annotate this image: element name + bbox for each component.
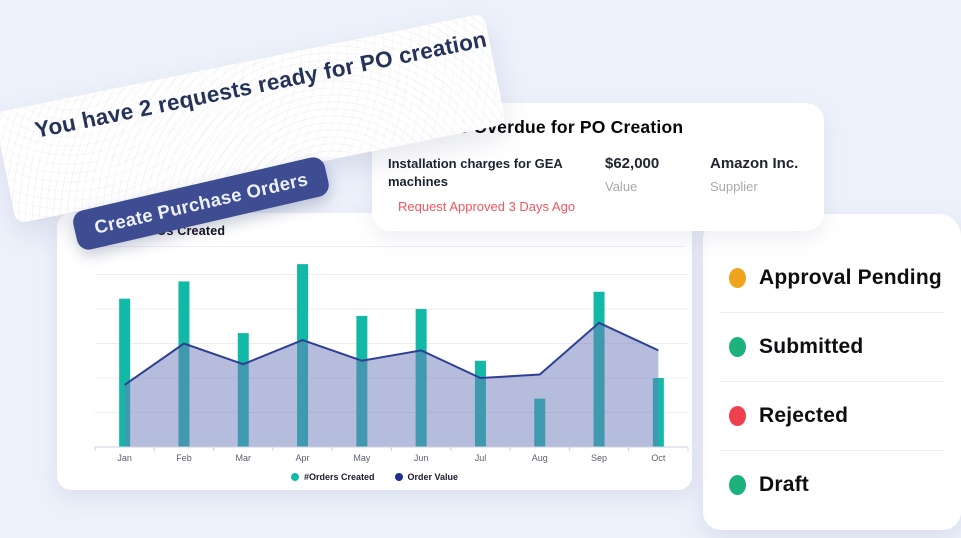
x-axis-label: Sep <box>591 453 607 463</box>
legend-dot-icon <box>290 473 299 481</box>
status-item-approval-pending[interactable]: Approval Pending <box>703 244 961 312</box>
status-list: Approval Pending Submitted Rejected Draft <box>703 244 961 519</box>
status-dot-icon <box>729 475 746 495</box>
legend-label: Order Value <box>407 472 459 482</box>
request-status-text: Request Approved 3 Days Ago <box>398 199 576 215</box>
status-item-submitted[interactable]: Submitted <box>703 313 961 381</box>
request-supplier-label: Supplier <box>710 179 758 194</box>
legend-dot-icon <box>394 473 403 481</box>
x-axis-label: Jun <box>414 453 429 463</box>
status-item-label: Rejected <box>759 404 849 427</box>
request-value-label: Value <box>605 179 638 194</box>
x-axis-label: Feb <box>176 453 192 463</box>
legend-item-orders-created[interactable]: #Orders Created <box>290 472 375 482</box>
status-dot-icon <box>729 337 746 357</box>
status-item-label: Submitted <box>759 335 864 358</box>
monthly-pos-combo-chart: Jan Feb Mar Apr May Jun Jul Aug Sep Oct <box>94 264 689 463</box>
po-status-panel: Approval Pending Submitted Rejected Draft <box>703 214 961 530</box>
divider <box>719 381 945 382</box>
overdue-request-row[interactable]: Installation charges for GEA machines Re… <box>388 155 814 214</box>
x-axis-label: May <box>353 453 371 463</box>
status-item-label: Approval Pending <box>759 266 942 289</box>
status-dot-icon <box>729 268 746 288</box>
request-value: $62,000 <box>605 155 660 172</box>
status-item-draft[interactable]: Draft <box>703 451 961 519</box>
x-axis-label: Aug <box>532 453 548 463</box>
monthly-pos-chart-card: Monthly POs Created JanFebMarAprMayJunJu… <box>57 213 692 490</box>
status-item-label: Draft <box>759 473 810 496</box>
divider <box>719 312 945 313</box>
chart-title-divider <box>95 246 684 247</box>
divider <box>719 450 945 451</box>
x-axis-label: Jan <box>117 453 132 463</box>
legend-label: #Orders Created <box>303 472 375 482</box>
status-dot-icon <box>729 406 746 426</box>
chart-legend: #Orders Created Order Value <box>57 472 692 482</box>
x-axis-label: Apr <box>296 453 310 463</box>
x-axis-label: Jul <box>475 453 487 463</box>
status-item-rejected[interactable]: Rejected <box>703 382 961 450</box>
request-supplier: Amazon Inc. <box>710 155 799 172</box>
legend-item-order-value[interactable]: Order Value <box>394 472 459 482</box>
x-axis-label: Oct <box>651 453 666 463</box>
x-axis-label: Mar <box>236 453 252 463</box>
request-name: Installation charges for GEA machines <box>388 156 563 190</box>
